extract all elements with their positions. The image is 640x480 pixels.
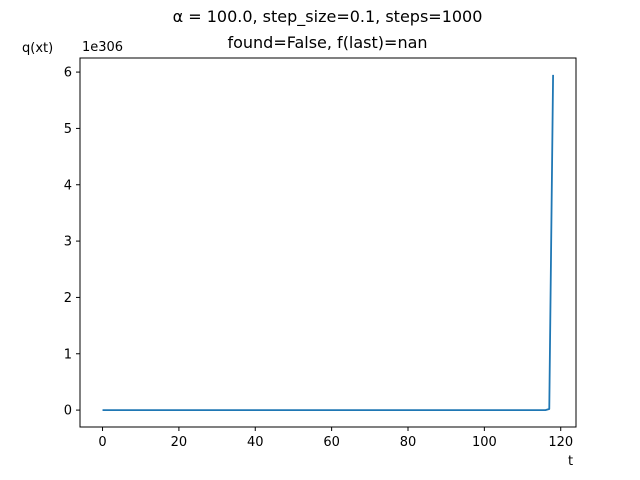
x-tick-label: 0 — [98, 435, 106, 450]
series-line — [102, 74, 554, 412]
y-tick-label: 2 — [64, 291, 72, 306]
y-tick-label: 0 — [64, 404, 72, 419]
y-axis-label: q(xt) — [22, 41, 54, 56]
x-tick-label: 120 — [548, 435, 573, 450]
y-axis-offset-label: 1e306 — [82, 40, 124, 55]
y-tick-label: 5 — [64, 122, 72, 137]
y-tick-label: 1 — [64, 347, 72, 362]
y-tick-label: 3 — [64, 235, 72, 250]
plot-lines — [102, 74, 554, 412]
axis-ticks: 0 20 40 60 80 100 120 0 1 2 3 4 5 6 — [64, 66, 573, 450]
axes-frame — [79, 57, 577, 428]
x-tick-label: 100 — [472, 435, 497, 450]
chart-subtitle: found=False, f(last)=nan — [227, 33, 428, 52]
x-tick-label: 80 — [400, 435, 417, 450]
chart-title: α = 100.0, step_size=0.1, steps=1000 — [172, 7, 483, 26]
y-tick-label: 4 — [64, 178, 72, 193]
x-axis-label: t — [568, 454, 574, 469]
y-tick-label: 6 — [64, 66, 72, 81]
x-tick-label: 40 — [247, 435, 264, 450]
x-tick-label: 60 — [323, 435, 340, 450]
x-tick-label: 20 — [171, 435, 188, 450]
